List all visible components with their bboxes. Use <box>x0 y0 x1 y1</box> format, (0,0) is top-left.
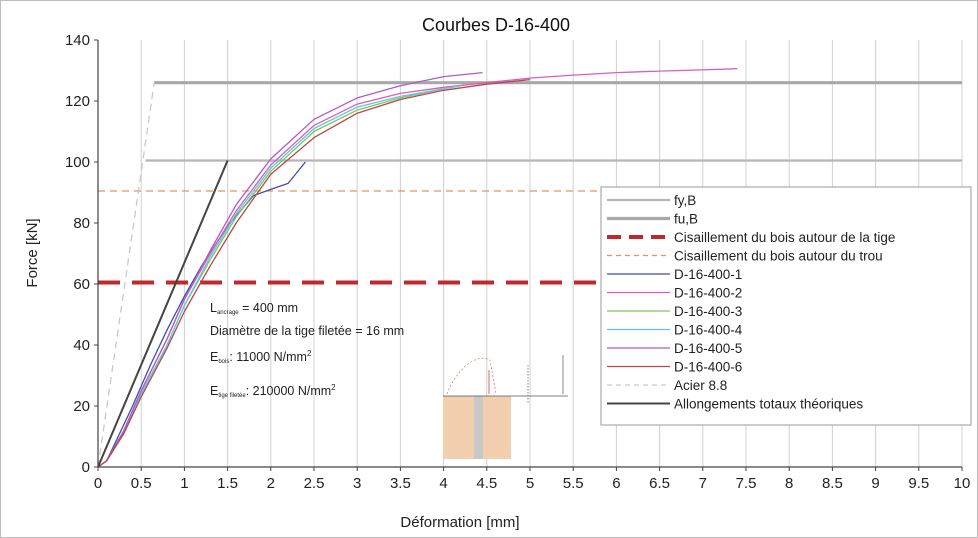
x-tick-label: 4 <box>439 475 447 492</box>
x-tick-label: 7 <box>699 475 707 492</box>
x-tick-label: 9 <box>871 475 879 492</box>
legend: fy,B fu,B Cisaillement du bois autour de l… <box>600 186 972 426</box>
legend-box <box>600 186 972 426</box>
x-tick-label: 6 <box>612 475 620 492</box>
y-tick-label: 140 <box>65 32 90 49</box>
y-tick-label: 60 <box>73 276 90 293</box>
x-tick-label: 2.5 <box>304 475 325 492</box>
legend-label: D-16-400-3 <box>674 304 742 319</box>
annotation-line-4: Etige filetée: 210000 N/mm2 <box>210 383 336 399</box>
legend-label: Acier 8.8 <box>674 378 727 393</box>
x-tick-label: 4.5 <box>476 475 497 492</box>
series-line-8 <box>97 71 483 468</box>
x-tick-label: 0.5 <box>131 475 152 492</box>
legend-label: Cisaillement du bois autour de la tige <box>674 230 895 245</box>
parameter-annotation: Lancrage = 400 mm Diamètre de la tige fi… <box>210 301 404 399</box>
x-tick-label: 8 <box>785 475 793 492</box>
sketch-stress-curve <box>446 357 497 395</box>
y-tick-label: 120 <box>65 93 90 110</box>
annotation-line-3: Ebois: 11000 N/mm2 <box>210 349 312 365</box>
legend-label: fu,B <box>674 212 698 227</box>
x-tick-label: 0 <box>94 475 102 492</box>
threaded-rod <box>474 396 483 459</box>
series-line-9 <box>97 78 531 468</box>
series-line-10 <box>97 82 155 468</box>
annotation-line-1: Lancrage = 400 mm <box>210 301 298 316</box>
y-tick-label: 100 <box>65 154 90 171</box>
legend-label: Allongements totaux théoriques <box>674 397 863 412</box>
annotation-line-2: Diamètre de la tige filetée = 16 mm <box>210 324 404 338</box>
x-tick-label: 7.5 <box>736 475 757 492</box>
legend-label: Cisaillement du bois autour du trou <box>674 249 883 264</box>
y-axis-label: Force [kN] <box>24 218 41 287</box>
x-tick-label: 2 <box>267 475 275 492</box>
series-line-11 <box>97 160 229 468</box>
x-tick-label: 8.5 <box>822 475 843 492</box>
x-tick-label: 9.5 <box>908 475 929 492</box>
x-tick-label: 3 <box>353 475 361 492</box>
legend-label: D-16-400-1 <box>674 267 742 282</box>
legend-label: D-16-400-2 <box>674 286 742 301</box>
series-line-4 <box>97 161 306 468</box>
y-tick-label: 0 <box>82 459 90 476</box>
legend-label: fy,B <box>674 193 696 208</box>
x-axis-label: Déformation [mm] <box>400 514 519 531</box>
y-tick-label: 20 <box>73 398 90 415</box>
chart-title: Courbes D-16-400 <box>422 15 570 35</box>
legend-label: D-16-400-4 <box>674 323 743 338</box>
y-tick-label: 40 <box>73 337 90 354</box>
tick-layer: 0 0.5 1 1.5 2 2.5 3 3.5 4 4.5 5 5.5 6 6.5 7 7.5 8 8.5 9 9.5… <box>65 32 970 492</box>
x-tick-label: 1.5 <box>217 475 238 492</box>
x-tick-label: 10 <box>954 475 971 492</box>
specimen-sketch <box>443 355 568 459</box>
x-tick-label: 1 <box>180 475 188 492</box>
legend-label: D-16-400-6 <box>674 360 742 375</box>
y-tick-label: 80 <box>73 215 90 232</box>
x-tick-label: 5 <box>526 475 534 492</box>
x-tick-label: 6.5 <box>649 475 670 492</box>
x-tick-label: 3.5 <box>390 475 411 492</box>
series-line-7 <box>97 85 462 468</box>
x-tick-label: 5.5 <box>563 475 584 492</box>
legend-label: D-16-400-5 <box>674 341 742 356</box>
